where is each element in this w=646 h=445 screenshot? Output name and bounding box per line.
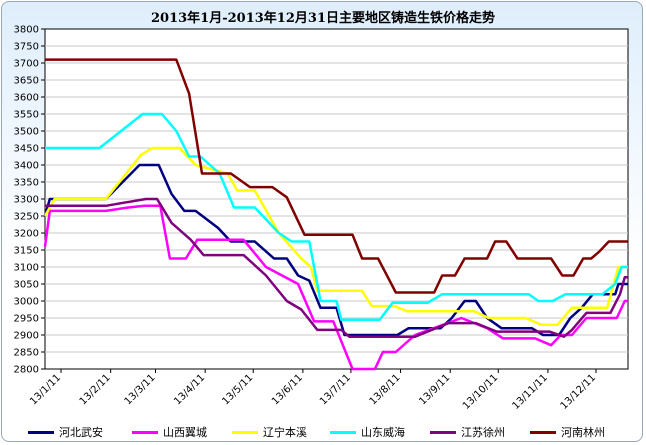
- x-tick-label-1: 13/2/11: [78, 372, 113, 407]
- series-line-5: [45, 58, 628, 294]
- x-tick-label-4: 13/5/11: [220, 372, 255, 407]
- series-line-2: [43, 146, 628, 327]
- x-tick-label-3: 13/4/11: [172, 372, 207, 407]
- y-tick-label-7: 3150: [14, 246, 39, 257]
- y-tick-label-5: 3050: [14, 280, 39, 291]
- grid: [45, 45, 628, 353]
- legend-label-4: 江苏徐州: [461, 426, 505, 439]
- legend-label-1: 山西翼城: [163, 426, 207, 439]
- x-tick-label-7: 13/8/11: [368, 372, 403, 407]
- x-tick-label-6: 13/7/11: [318, 372, 353, 407]
- legend-item-2: 辽宁本溪: [232, 424, 307, 440]
- series-line-0: [43, 163, 628, 337]
- y-axis-ticks: 2800 2850 2900 2950 3000 3050 3100 3150 3200 3250…: [14, 25, 45, 376]
- y-tick-label-10: 3300: [14, 195, 39, 206]
- x-tick-label-9: 13/10/11: [461, 372, 501, 412]
- x-tick-label-0: 13/1/11: [28, 372, 63, 407]
- y-tick-label-12: 3400: [14, 161, 39, 172]
- x-axis-ticks: 13/1/11 13/2/11 13/3/11 13/4/11 13/5/11 13/6/…: [28, 369, 598, 412]
- legend-label-2: 辽宁本溪: [263, 426, 307, 439]
- y-tick-label-13: 3450: [14, 144, 39, 155]
- y-tick-label-1: 2850: [14, 348, 39, 359]
- legend-label-3: 山东威海: [361, 426, 405, 439]
- y-tick-label-6: 3100: [14, 263, 39, 274]
- legend-label-5: 河南林州: [561, 426, 605, 439]
- legend-swatch-3: [330, 430, 356, 434]
- y-tick-label-17: 3650: [14, 76, 39, 87]
- legend-swatch-2: [232, 430, 258, 434]
- y-tick-label-19: 3750: [14, 42, 39, 53]
- legend-item-4: 江苏徐州: [430, 424, 505, 440]
- legend-swatch-4: [430, 430, 456, 434]
- y-tick-label-0: 2800: [14, 365, 39, 376]
- y-tick-label-15: 3550: [14, 110, 39, 121]
- legend: 河北武安 山西翼城 辽宁本溪 山东威海 江苏徐州 河南林州: [2, 424, 642, 440]
- legend-label-0: 河北武安: [59, 426, 103, 439]
- x-tick-label-2: 13/3/11: [123, 372, 158, 407]
- y-tick-label-4: 3000: [14, 297, 39, 308]
- legend-item-3: 山东威海: [330, 424, 405, 440]
- y-tick-label-8: 3200: [14, 229, 39, 240]
- chart-title: 2013年1月-2013年12月31日主要地区铸造生铁价格走势: [151, 11, 495, 26]
- legend-swatch-5: [530, 430, 556, 434]
- y-tick-label-3: 2950: [14, 314, 39, 325]
- series-line-3: [45, 112, 628, 321]
- x-tick-label-5: 13/6/11: [270, 372, 305, 407]
- legend-item-0: 河北武安: [28, 424, 103, 440]
- y-tick-label-11: 3350: [14, 178, 39, 189]
- y-tick-label-18: 3700: [14, 59, 39, 70]
- series-lines: [43, 58, 628, 371]
- series-line-4: [45, 197, 628, 338]
- x-tick-label-11: 13/12/11: [559, 372, 599, 412]
- legend-swatch-1: [132, 430, 158, 434]
- y-tick-label-20: 3800: [14, 25, 39, 36]
- legend-item-5: 河南林州: [530, 424, 605, 440]
- x-tick-label-8: 13/9/11: [417, 372, 452, 407]
- y-tick-label-2: 2900: [14, 331, 39, 342]
- y-tick-label-9: 3250: [14, 212, 39, 223]
- legend-item-1: 山西翼城: [132, 424, 207, 440]
- y-tick-label-14: 3500: [14, 127, 39, 138]
- legend-swatch-0: [28, 430, 54, 434]
- x-tick-label-10: 13/11/11: [510, 372, 550, 412]
- y-tick-label-16: 3600: [14, 93, 39, 104]
